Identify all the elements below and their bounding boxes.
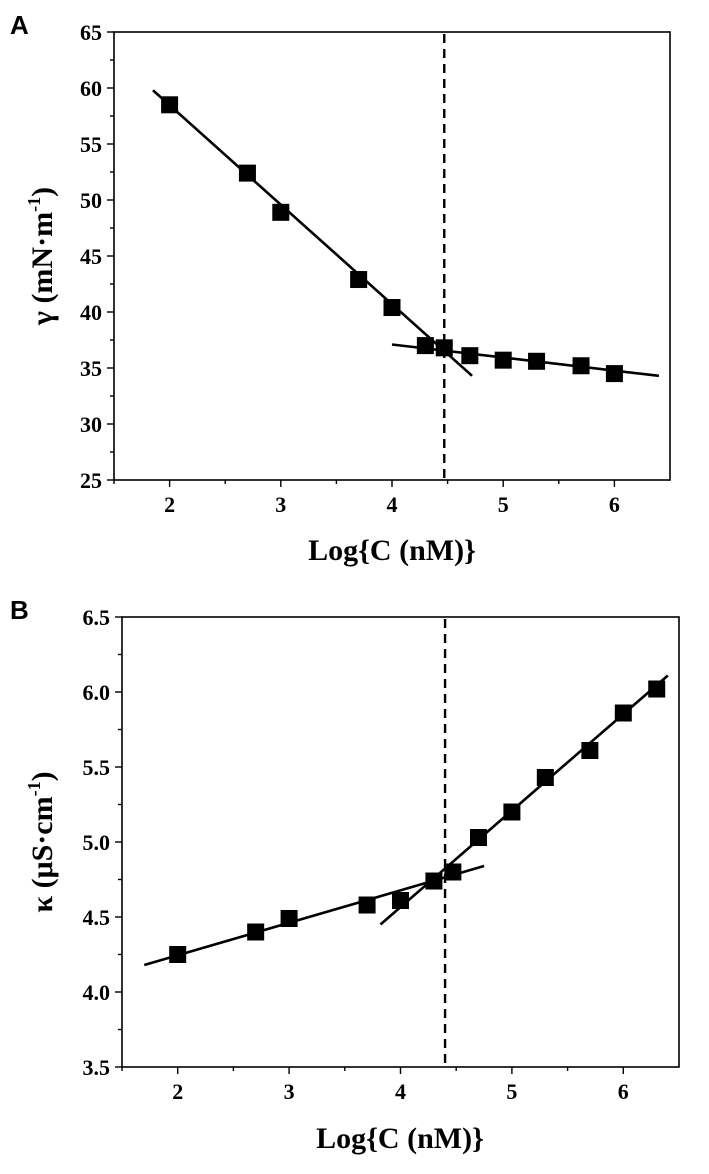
x-tick-label: 5 bbox=[506, 1079, 517, 1104]
y-axis-title-a-tail: ) bbox=[26, 187, 59, 197]
x-tick-label: 3 bbox=[275, 492, 286, 517]
data-point bbox=[469, 829, 487, 846]
panel-letter-a: A bbox=[10, 10, 29, 40]
data-point bbox=[444, 863, 462, 881]
y-tick-label: 4.5 bbox=[83, 905, 111, 930]
data-point bbox=[536, 769, 554, 786]
data-point bbox=[350, 271, 368, 289]
x-tick-label: 3 bbox=[284, 1079, 295, 1104]
data-point bbox=[648, 680, 666, 698]
x-tick-label: 4 bbox=[387, 492, 398, 517]
data-point bbox=[605, 365, 623, 383]
data-point bbox=[581, 742, 599, 759]
data-point bbox=[435, 339, 453, 357]
data-point bbox=[238, 164, 256, 182]
fit-lines-a bbox=[152, 89, 660, 378]
data-point bbox=[272, 203, 290, 221]
data-point bbox=[461, 347, 479, 365]
y-tick-label: 50 bbox=[80, 188, 102, 213]
data-point bbox=[494, 351, 512, 369]
y-axis-title-a-sup: -1 bbox=[24, 197, 44, 212]
x-tick-label: 4 bbox=[395, 1079, 406, 1104]
data-point bbox=[425, 872, 443, 890]
y-tick-label: 45 bbox=[80, 244, 102, 269]
x-tick-label: 6 bbox=[609, 492, 620, 517]
y-axis-title-b-sup: -1 bbox=[24, 781, 44, 796]
y-axis-title-b-tail: ) bbox=[26, 771, 59, 781]
fit-lines-b bbox=[143, 674, 669, 967]
data-point bbox=[383, 299, 401, 317]
data-point bbox=[503, 803, 521, 821]
panel-b: B 2 3 4 5 6 3.5 4.0 4.5 5.0 5.5 6.0 6.5 Log{C (nM)}… bbox=[10, 595, 680, 1155]
data-point bbox=[416, 337, 434, 355]
plot-frame-a bbox=[113, 31, 671, 481]
data-point bbox=[247, 923, 265, 941]
y-axis-title-b-main: κ (μS·cm bbox=[26, 796, 59, 912]
panel-letter-b: B bbox=[10, 595, 29, 625]
y-tick-label: 6.0 bbox=[83, 680, 111, 705]
data-point bbox=[528, 352, 546, 370]
data-point bbox=[161, 96, 179, 114]
y-tick-label: 3.5 bbox=[83, 1055, 111, 1080]
y-tick-label: 30 bbox=[80, 412, 102, 437]
y-tick-label: 55 bbox=[80, 132, 102, 157]
data-point bbox=[280, 910, 298, 927]
x-tick-label: 5 bbox=[498, 492, 509, 517]
y-tick-label: 40 bbox=[80, 300, 102, 325]
data-point bbox=[614, 704, 632, 722]
fit-line bbox=[152, 89, 473, 377]
data-point bbox=[572, 357, 590, 375]
x-tick-label: 2 bbox=[172, 1079, 183, 1104]
y-tick-label: 25 bbox=[80, 468, 102, 493]
data-points-b bbox=[169, 680, 666, 963]
y-tick-label: 60 bbox=[80, 76, 102, 101]
y-tick-label: 6.5 bbox=[83, 605, 111, 630]
x-axis-title-b: Log{C (nM)} bbox=[316, 1122, 484, 1155]
data-points-a bbox=[161, 96, 623, 383]
x-tick-label: 6 bbox=[618, 1079, 629, 1104]
y-axis-title-b: κ (μS·cm-1) bbox=[24, 771, 59, 912]
x-axis-title-a: Log{C (nM)} bbox=[308, 534, 476, 567]
data-point bbox=[169, 946, 187, 963]
y-tick-label: 4.0 bbox=[83, 980, 111, 1005]
ticks-b: 2 3 4 5 6 3.5 4.0 4.5 5.0 5.5 6.0 6.5 bbox=[83, 605, 629, 1104]
y-tick-label: 5.5 bbox=[83, 755, 111, 780]
y-axis-title-a: γ (mN·m-1) bbox=[24, 187, 59, 326]
y-tick-label: 35 bbox=[80, 356, 102, 381]
x-tick-label: 2 bbox=[164, 492, 175, 517]
plot-frame-b bbox=[121, 616, 680, 1068]
y-tick-label: 5.0 bbox=[83, 830, 111, 855]
y-tick-label: 65 bbox=[80, 20, 102, 45]
data-point bbox=[392, 892, 409, 909]
data-point bbox=[358, 896, 376, 914]
y-axis-title-a-main: γ (mN·m bbox=[26, 212, 59, 326]
